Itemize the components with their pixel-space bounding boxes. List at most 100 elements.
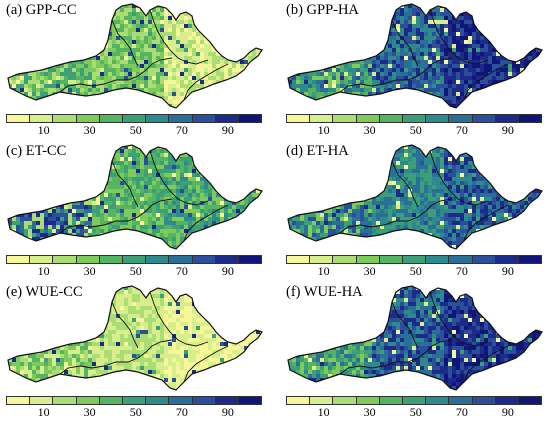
colorbar-segment: [426, 397, 450, 404]
colorbar-segment: [310, 397, 334, 404]
colorbar-tick-label: 90: [501, 264, 514, 278]
colorbar-labels: 10 30 50 70 90: [286, 264, 542, 278]
colorbar-tick-label: 70: [455, 405, 468, 419]
colorbar-segment: [76, 115, 100, 122]
panel-et-ha: (d) ET-HA 10 30 50 70 90: [280, 141, 550, 279]
colorbar-tick-label: 50: [129, 264, 142, 278]
basin-outline: [287, 144, 543, 250]
colorbar-labels: 10 30 50 70 90: [6, 123, 262, 137]
sub-basin-boundary: [59, 198, 173, 234]
sub-basin-boundary: [149, 9, 209, 65]
basin-outline: [7, 3, 263, 109]
colorbar-segment: [169, 115, 193, 122]
basin-map: [7, 144, 263, 250]
colorbar-segment: [333, 397, 357, 404]
colorbar-tick-label: 90: [501, 405, 514, 419]
colorbar-segment: [287, 397, 311, 404]
colorbar-segment: [356, 115, 380, 122]
basin-outline: [7, 144, 263, 250]
colorbar-tick-label: 10: [317, 264, 330, 278]
colorbar-tick-label: 90: [221, 405, 234, 419]
colorbar-segment: [449, 397, 473, 404]
colorbar-tick-label: 70: [455, 264, 468, 278]
panel-gpp-cc: (a) GPP-CC 10 30 50 70 90: [0, 0, 270, 138]
colorbar-segment: [169, 397, 193, 404]
panel-et-cc: (c) ET-CC 10 30 50 70 90: [0, 141, 270, 279]
colorbar-segment: [402, 115, 427, 122]
sub-basin-boundary: [111, 301, 139, 349]
sub-basin-boundary: [183, 345, 229, 383]
colorbar-tick-label: 10: [317, 123, 330, 137]
colorbar-segment: [287, 256, 311, 263]
colorbar: [6, 114, 262, 123]
colorbar-tick-label: 10: [37, 123, 50, 137]
basin-map: [287, 144, 543, 250]
colorbar-segment: [53, 115, 77, 122]
sub-basin-boundary: [391, 19, 419, 67]
colorbar-labels: 10 30 50 70 90: [286, 405, 542, 419]
colorbar-segment: [192, 115, 216, 122]
sub-basin-boundary: [149, 291, 209, 347]
colorbar-segment: [99, 256, 123, 263]
colorbar-tick-label: 10: [37, 264, 50, 278]
colorbar-segment: [53, 256, 77, 263]
colorbar-segment: [30, 256, 54, 263]
panel-title: (f) WUE-HA: [286, 284, 363, 300]
panel-title: (a) GPP-CC: [6, 2, 77, 18]
colorbar-segment: [449, 115, 473, 122]
colorbar-segment: [146, 256, 170, 263]
sub-basin-boundary: [339, 198, 453, 234]
colorbar-segment: [7, 256, 31, 263]
colorbar-segment: [215, 256, 239, 263]
basin-outline: [287, 3, 543, 109]
sub-basin-boundary: [463, 63, 509, 101]
colorbar-segment: [310, 256, 334, 263]
colorbar: [6, 255, 262, 264]
colorbar-segment: [402, 256, 427, 263]
colorbar-segment: [518, 115, 542, 122]
sub-basin-boundary: [391, 301, 419, 349]
colorbar-tick-label: 90: [501, 123, 514, 137]
colorbar-tick-label: 70: [175, 123, 188, 137]
colorbar-segment: [169, 256, 193, 263]
colorbar-segment: [495, 256, 519, 263]
colorbar-segment: [53, 397, 77, 404]
sub-basin-boundary: [391, 160, 419, 208]
colorbar: [286, 255, 542, 264]
colorbar-segment: [310, 115, 334, 122]
panel-title: (c) ET-CC: [6, 143, 67, 159]
colorbar-segment: [495, 115, 519, 122]
colorbar-segment: [30, 397, 54, 404]
colorbar-tick-label: 90: [221, 123, 234, 137]
colorbar-segment: [146, 115, 170, 122]
colorbar-segment: [379, 115, 403, 122]
colorbar-segment: [192, 397, 216, 404]
colorbar-segment: [333, 256, 357, 263]
colorbar-segment: [76, 256, 100, 263]
colorbar-tick-label: 50: [409, 264, 422, 278]
colorbar-segment: [518, 256, 542, 263]
colorbar-segment: [495, 397, 519, 404]
colorbar-tick-label: 30: [83, 264, 96, 278]
colorbar-tick-label: 30: [363, 264, 376, 278]
colorbar-tick-label: 10: [37, 405, 50, 419]
colorbar-labels: 10 30 50 70 90: [6, 405, 262, 419]
sub-basin-boundary: [59, 339, 173, 375]
sub-basin-boundary: [429, 150, 489, 206]
colorbar-tick-label: 90: [221, 264, 234, 278]
colorbar-segment: [472, 115, 496, 122]
colorbar-segment: [379, 256, 403, 263]
colorbar-labels: 10 30 50 70 90: [6, 264, 262, 278]
colorbar-segment: [122, 256, 147, 263]
colorbar-segment: [7, 115, 31, 122]
colorbar-tick-label: 30: [363, 123, 376, 137]
colorbar-segment: [518, 397, 542, 404]
sub-basin-boundary: [429, 291, 489, 347]
colorbar-tick-label: 70: [455, 123, 468, 137]
colorbar-segment: [356, 256, 380, 263]
colorbar-segment: [356, 397, 380, 404]
colorbar-segment: [472, 256, 496, 263]
colorbar-tick-label: 70: [175, 264, 188, 278]
colorbar-tick-label: 70: [175, 405, 188, 419]
